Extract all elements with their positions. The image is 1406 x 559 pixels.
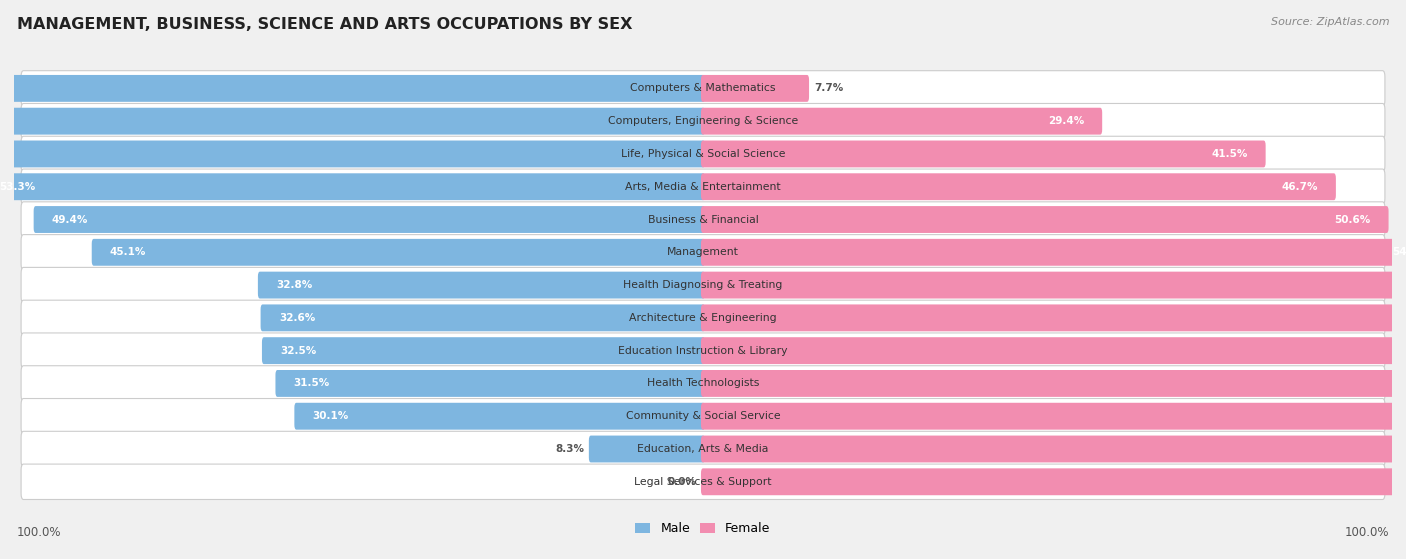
Text: Computers & Mathematics: Computers & Mathematics (630, 83, 776, 93)
FancyBboxPatch shape (276, 370, 704, 397)
Text: Architecture & Engineering: Architecture & Engineering (630, 313, 776, 323)
Text: 32.6%: 32.6% (278, 313, 315, 323)
Text: 7.7%: 7.7% (814, 83, 844, 93)
FancyBboxPatch shape (21, 267, 1385, 303)
FancyBboxPatch shape (702, 75, 808, 102)
FancyBboxPatch shape (702, 370, 1406, 397)
Text: Education Instruction & Library: Education Instruction & Library (619, 345, 787, 356)
FancyBboxPatch shape (0, 140, 704, 167)
FancyBboxPatch shape (21, 136, 1385, 172)
FancyBboxPatch shape (702, 140, 1265, 167)
Text: 8.3%: 8.3% (555, 444, 583, 454)
FancyBboxPatch shape (702, 239, 1406, 266)
Text: Life, Physical & Social Science: Life, Physical & Social Science (621, 149, 785, 159)
Text: 100.0%: 100.0% (1344, 527, 1389, 539)
FancyBboxPatch shape (294, 403, 704, 430)
FancyBboxPatch shape (702, 108, 1102, 135)
FancyBboxPatch shape (702, 435, 1406, 462)
FancyBboxPatch shape (702, 272, 1406, 299)
Legend: Male, Female: Male, Female (630, 518, 776, 541)
FancyBboxPatch shape (702, 337, 1406, 364)
Text: Health Technologists: Health Technologists (647, 378, 759, 389)
FancyBboxPatch shape (0, 75, 704, 102)
Text: 29.4%: 29.4% (1047, 116, 1084, 126)
FancyBboxPatch shape (702, 305, 1406, 331)
FancyBboxPatch shape (21, 333, 1385, 368)
Text: 32.8%: 32.8% (276, 280, 312, 290)
Text: 49.4%: 49.4% (52, 215, 89, 225)
Text: 31.5%: 31.5% (294, 378, 330, 389)
Text: Legal Services & Support: Legal Services & Support (634, 477, 772, 487)
FancyBboxPatch shape (21, 464, 1385, 500)
Text: Education, Arts & Media: Education, Arts & Media (637, 444, 769, 454)
FancyBboxPatch shape (589, 435, 704, 462)
Text: Computers, Engineering & Science: Computers, Engineering & Science (607, 116, 799, 126)
Text: 46.7%: 46.7% (1281, 182, 1317, 192)
FancyBboxPatch shape (257, 272, 704, 299)
Text: 54.9%: 54.9% (1392, 247, 1406, 257)
Text: Health Diagnosing & Treating: Health Diagnosing & Treating (623, 280, 783, 290)
FancyBboxPatch shape (0, 173, 704, 200)
FancyBboxPatch shape (21, 432, 1385, 467)
FancyBboxPatch shape (702, 173, 1336, 200)
Text: Management: Management (666, 247, 740, 257)
Text: Business & Financial: Business & Financial (648, 215, 758, 225)
FancyBboxPatch shape (702, 403, 1406, 430)
FancyBboxPatch shape (21, 169, 1385, 205)
FancyBboxPatch shape (260, 305, 704, 331)
Text: 45.1%: 45.1% (110, 247, 146, 257)
FancyBboxPatch shape (702, 468, 1406, 495)
FancyBboxPatch shape (21, 70, 1385, 106)
FancyBboxPatch shape (34, 206, 704, 233)
FancyBboxPatch shape (21, 235, 1385, 270)
FancyBboxPatch shape (21, 300, 1385, 335)
Text: 41.5%: 41.5% (1211, 149, 1247, 159)
FancyBboxPatch shape (21, 366, 1385, 401)
FancyBboxPatch shape (702, 206, 1389, 233)
Text: Community & Social Service: Community & Social Service (626, 411, 780, 421)
Text: 50.6%: 50.6% (1334, 215, 1371, 225)
Text: 0.0%: 0.0% (668, 477, 696, 487)
Text: 53.3%: 53.3% (0, 182, 35, 192)
FancyBboxPatch shape (91, 239, 704, 266)
Text: 100.0%: 100.0% (17, 527, 62, 539)
Text: Arts, Media & Entertainment: Arts, Media & Entertainment (626, 182, 780, 192)
Text: MANAGEMENT, BUSINESS, SCIENCE AND ARTS OCCUPATIONS BY SEX: MANAGEMENT, BUSINESS, SCIENCE AND ARTS O… (17, 17, 633, 32)
Text: 30.1%: 30.1% (312, 411, 349, 421)
Text: 32.5%: 32.5% (280, 345, 316, 356)
FancyBboxPatch shape (21, 202, 1385, 237)
FancyBboxPatch shape (21, 399, 1385, 434)
FancyBboxPatch shape (262, 337, 704, 364)
FancyBboxPatch shape (0, 108, 704, 135)
Text: Source: ZipAtlas.com: Source: ZipAtlas.com (1271, 17, 1389, 27)
FancyBboxPatch shape (21, 103, 1385, 139)
